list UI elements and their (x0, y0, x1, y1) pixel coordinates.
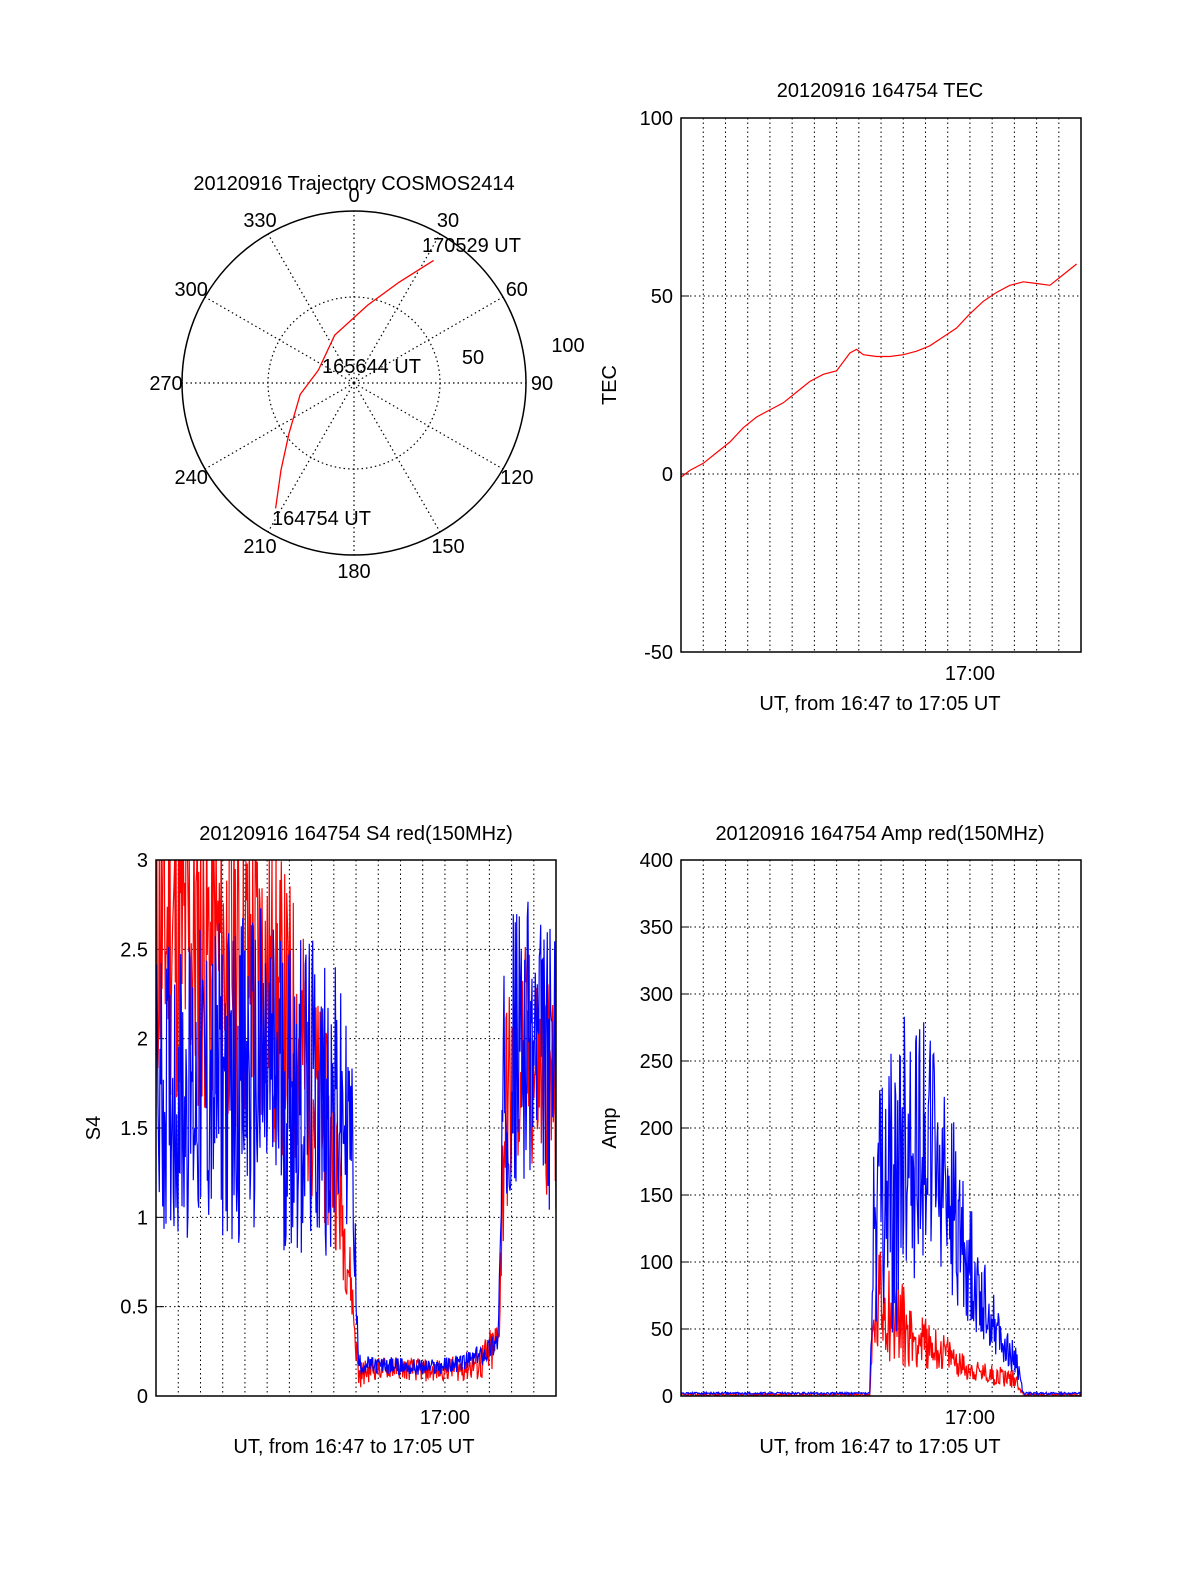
polar-azimuth-label: 330 (243, 210, 276, 232)
y-tick-label: 100 (640, 1252, 673, 1274)
polar-spoke (267, 382, 355, 533)
s4-chart: 20120916 164754 S4 red(150MHz) S4 UT, fr… (83, 823, 557, 1458)
radial-label-100: 100 (551, 335, 584, 357)
y-tick-label: 3 (137, 850, 148, 872)
polar-grid (181, 210, 527, 556)
trajectory-start-label: 164754 UT (272, 508, 371, 530)
polar-azimuth-label: 180 (337, 561, 370, 583)
y-tick-label: 350 (640, 917, 673, 939)
x-tick-label: 17:00 (945, 663, 995, 685)
y-tick-label: 50 (651, 286, 673, 308)
y-tick-label: 0.5 (120, 1297, 148, 1319)
polar-spoke (204, 382, 355, 470)
polar-azimuth-label: 90 (531, 373, 553, 395)
x-tick-label: 17:00 (420, 1407, 470, 1429)
polar-spoke (353, 296, 504, 384)
y-tick-label: 400 (640, 850, 673, 872)
amp-ylabel: Amp (599, 1107, 621, 1148)
trajectory-title: 20120916 Trajectory COSMOS2414 (193, 173, 514, 195)
y-tick-label: 150 (640, 1185, 673, 1207)
y-tick-label: 250 (640, 1051, 673, 1073)
polar-azimuth-label: 120 (500, 467, 533, 489)
series-line-blue (156, 901, 556, 1376)
y-tick-label: 1.5 (120, 1118, 148, 1140)
series-line-blue (681, 1016, 1081, 1396)
polar-azimuth-labels: 0 30 60 90 120 150 180 210 240 270 300 330 (149, 185, 553, 583)
tec-chart: 20120916 164754 TEC TEC UT, from 16:47 t… (599, 80, 1082, 715)
y-tick-label: 0 (137, 1386, 148, 1408)
y-tick-label: 2.5 (120, 939, 148, 961)
y-tick-label: 0 (662, 1386, 673, 1408)
polar-azimuth-label: 300 (174, 279, 207, 301)
y-tick-label: 100 (640, 108, 673, 130)
polar-azimuth-label: 30 (437, 210, 459, 232)
polar-spoke (267, 233, 355, 384)
polar-spoke (353, 382, 441, 533)
polar-azimuth-label: 60 (506, 279, 528, 301)
s4-xlabel: UT, from 16:47 to 17:05 UT (233, 1436, 474, 1458)
tec-ylabel: TEC (599, 365, 621, 405)
plot-frame (680, 859, 1082, 1397)
s4-title: 20120916 164754 S4 red(150MHz) (199, 823, 513, 845)
plot-frame (155, 859, 557, 1397)
y-tick-label: 50 (651, 1319, 673, 1341)
amp-xlabel: UT, from 16:47 to 17:05 UT (759, 1436, 1000, 1458)
y-tick-label: -50 (644, 642, 673, 664)
trajectory-track (274, 259, 434, 509)
trajectory-end-label: 170529 UT (422, 235, 521, 257)
polar-spoke (353, 382, 504, 470)
trajectory-mid-label: 165644 UT (322, 356, 421, 378)
y-tick-label: 2 (137, 1029, 148, 1051)
amp-title: 20120916 164754 Amp red(150MHz) (715, 823, 1044, 845)
y-tick-label: 1 (137, 1207, 148, 1229)
trajectory-chart: 20120916 Trajectory COSMOS2414 0 30 60 90 12… (149, 173, 584, 583)
plot-frame (680, 117, 1082, 653)
polar-spoke (204, 296, 355, 384)
polar-spoke (353, 233, 441, 384)
x-tick-label: 17:00 (945, 1407, 995, 1429)
y-tick-label: 300 (640, 984, 673, 1006)
tec-xlabel: UT, from 16:47 to 17:05 UT (759, 693, 1000, 715)
polar-azimuth-label: 270 (149, 373, 182, 395)
radial-label-50: 50 (462, 347, 484, 369)
y-tick-label: 200 (640, 1118, 673, 1140)
polar-azimuth-label: 150 (431, 536, 464, 558)
series-line-red (681, 263, 1077, 479)
tec-title: 20120916 164754 TEC (777, 80, 983, 102)
polar-azimuth-label: 210 (243, 536, 276, 558)
amp-chart: 20120916 164754 Amp red(150MHz) Amp UT, … (599, 823, 1082, 1458)
polar-azimuth-label: 240 (174, 467, 207, 489)
polar-azimuth-label: 0 (348, 185, 359, 207)
y-tick-label: 0 (662, 464, 673, 486)
s4-ylabel: S4 (83, 1116, 105, 1140)
